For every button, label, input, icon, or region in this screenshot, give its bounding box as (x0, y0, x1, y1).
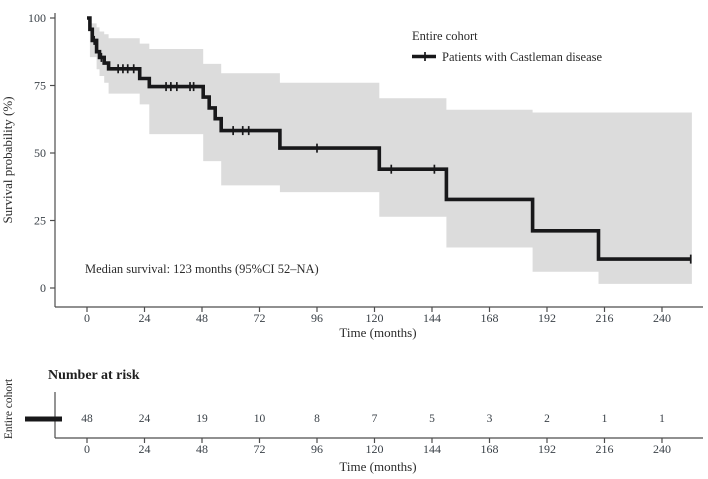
risk-count: 1 (659, 413, 665, 425)
risk-counts: 48 24 19 10 8 7 5 3 2 1 1 (81, 413, 665, 425)
x-tick-label: 0 (84, 311, 90, 325)
risk-x-tick-label: 216 (595, 442, 613, 456)
risk-x-tick-label: 120 (365, 442, 383, 456)
x-tick-label: 144 (423, 311, 441, 325)
y-tick-label: 50 (34, 146, 46, 160)
y-tick-label: 25 (34, 214, 46, 228)
risk-count: 5 (429, 413, 435, 425)
survival-step-line (87, 16, 691, 261)
risk-x-tick-label: 240 (653, 442, 671, 456)
risk-x-axis-title: Time (months) (339, 459, 416, 474)
x-axis-title: Time (months) (339, 325, 416, 340)
risk-count: 2 (544, 413, 550, 425)
x-tick-label: 72 (253, 311, 265, 325)
risk-count: 10 (254, 413, 266, 425)
risk-x-tick-label: 168 (480, 442, 498, 456)
risk-table: Number at risk Entire cohort 48 24 19 10 8 7 5… (3, 368, 703, 474)
risk-count: 3 (487, 413, 493, 425)
x-tick-label: 48 (196, 311, 208, 325)
x-tick-label: 168 (480, 311, 498, 325)
risk-x-tick-label: 144 (423, 442, 441, 456)
survival-curve (87, 16, 691, 261)
x-tick-label: 24 (138, 311, 150, 325)
risk-x-tick-label: 192 (538, 442, 556, 456)
x-tick-label: 96 (311, 311, 323, 325)
risk-group-label: Entire cohort (3, 378, 15, 439)
risk-count: 48 (81, 413, 93, 425)
risk-x-tick-label: 72 (253, 442, 265, 456)
censor-marks (93, 35, 692, 264)
risk-axis-ticks: 0 24 48 72 96 120 144 168 192 216 240 (84, 438, 671, 456)
risk-x-tick-label: 24 (138, 442, 150, 456)
risk-x-tick-label: 96 (311, 442, 323, 456)
ci-band-area (89, 23, 692, 284)
x-tick-label: 216 (595, 311, 613, 325)
legend-entry-label: Patients with Castleman disease (442, 50, 602, 64)
risk-x-tick-label: 0 (84, 442, 90, 456)
risk-count: 19 (196, 413, 208, 425)
plot-axes (54, 13, 703, 308)
risk-count: 7 (372, 413, 378, 425)
risk-count: 8 (314, 413, 320, 425)
x-tick-label: 240 (653, 311, 671, 325)
legend-title: Entire cohort (412, 29, 478, 43)
legend: Entire cohort Patients with Castleman di… (412, 29, 602, 64)
confidence-band (89, 23, 692, 284)
median-survival-annotation: Median survival: 123 months (95%CI 52–NA… (85, 262, 319, 276)
y-axis-title: Survival probability (%) (0, 96, 15, 223)
y-axis-ticks: 0 25 50 75 100 (28, 11, 55, 295)
y-tick-label: 100 (28, 11, 46, 25)
x-axis-ticks: 0 24 48 72 96 120 144 168 192 216 240 (84, 307, 671, 325)
legend-marker-icon (412, 52, 436, 61)
y-tick-label: 0 (40, 281, 46, 295)
risk-x-tick-label: 48 (196, 442, 208, 456)
x-tick-label: 120 (365, 311, 383, 325)
x-tick-label: 192 (538, 311, 556, 325)
y-tick-label: 75 (34, 79, 46, 93)
risk-count: 1 (602, 413, 608, 425)
risk-count: 24 (139, 413, 151, 425)
risk-table-title: Number at risk (48, 368, 140, 383)
